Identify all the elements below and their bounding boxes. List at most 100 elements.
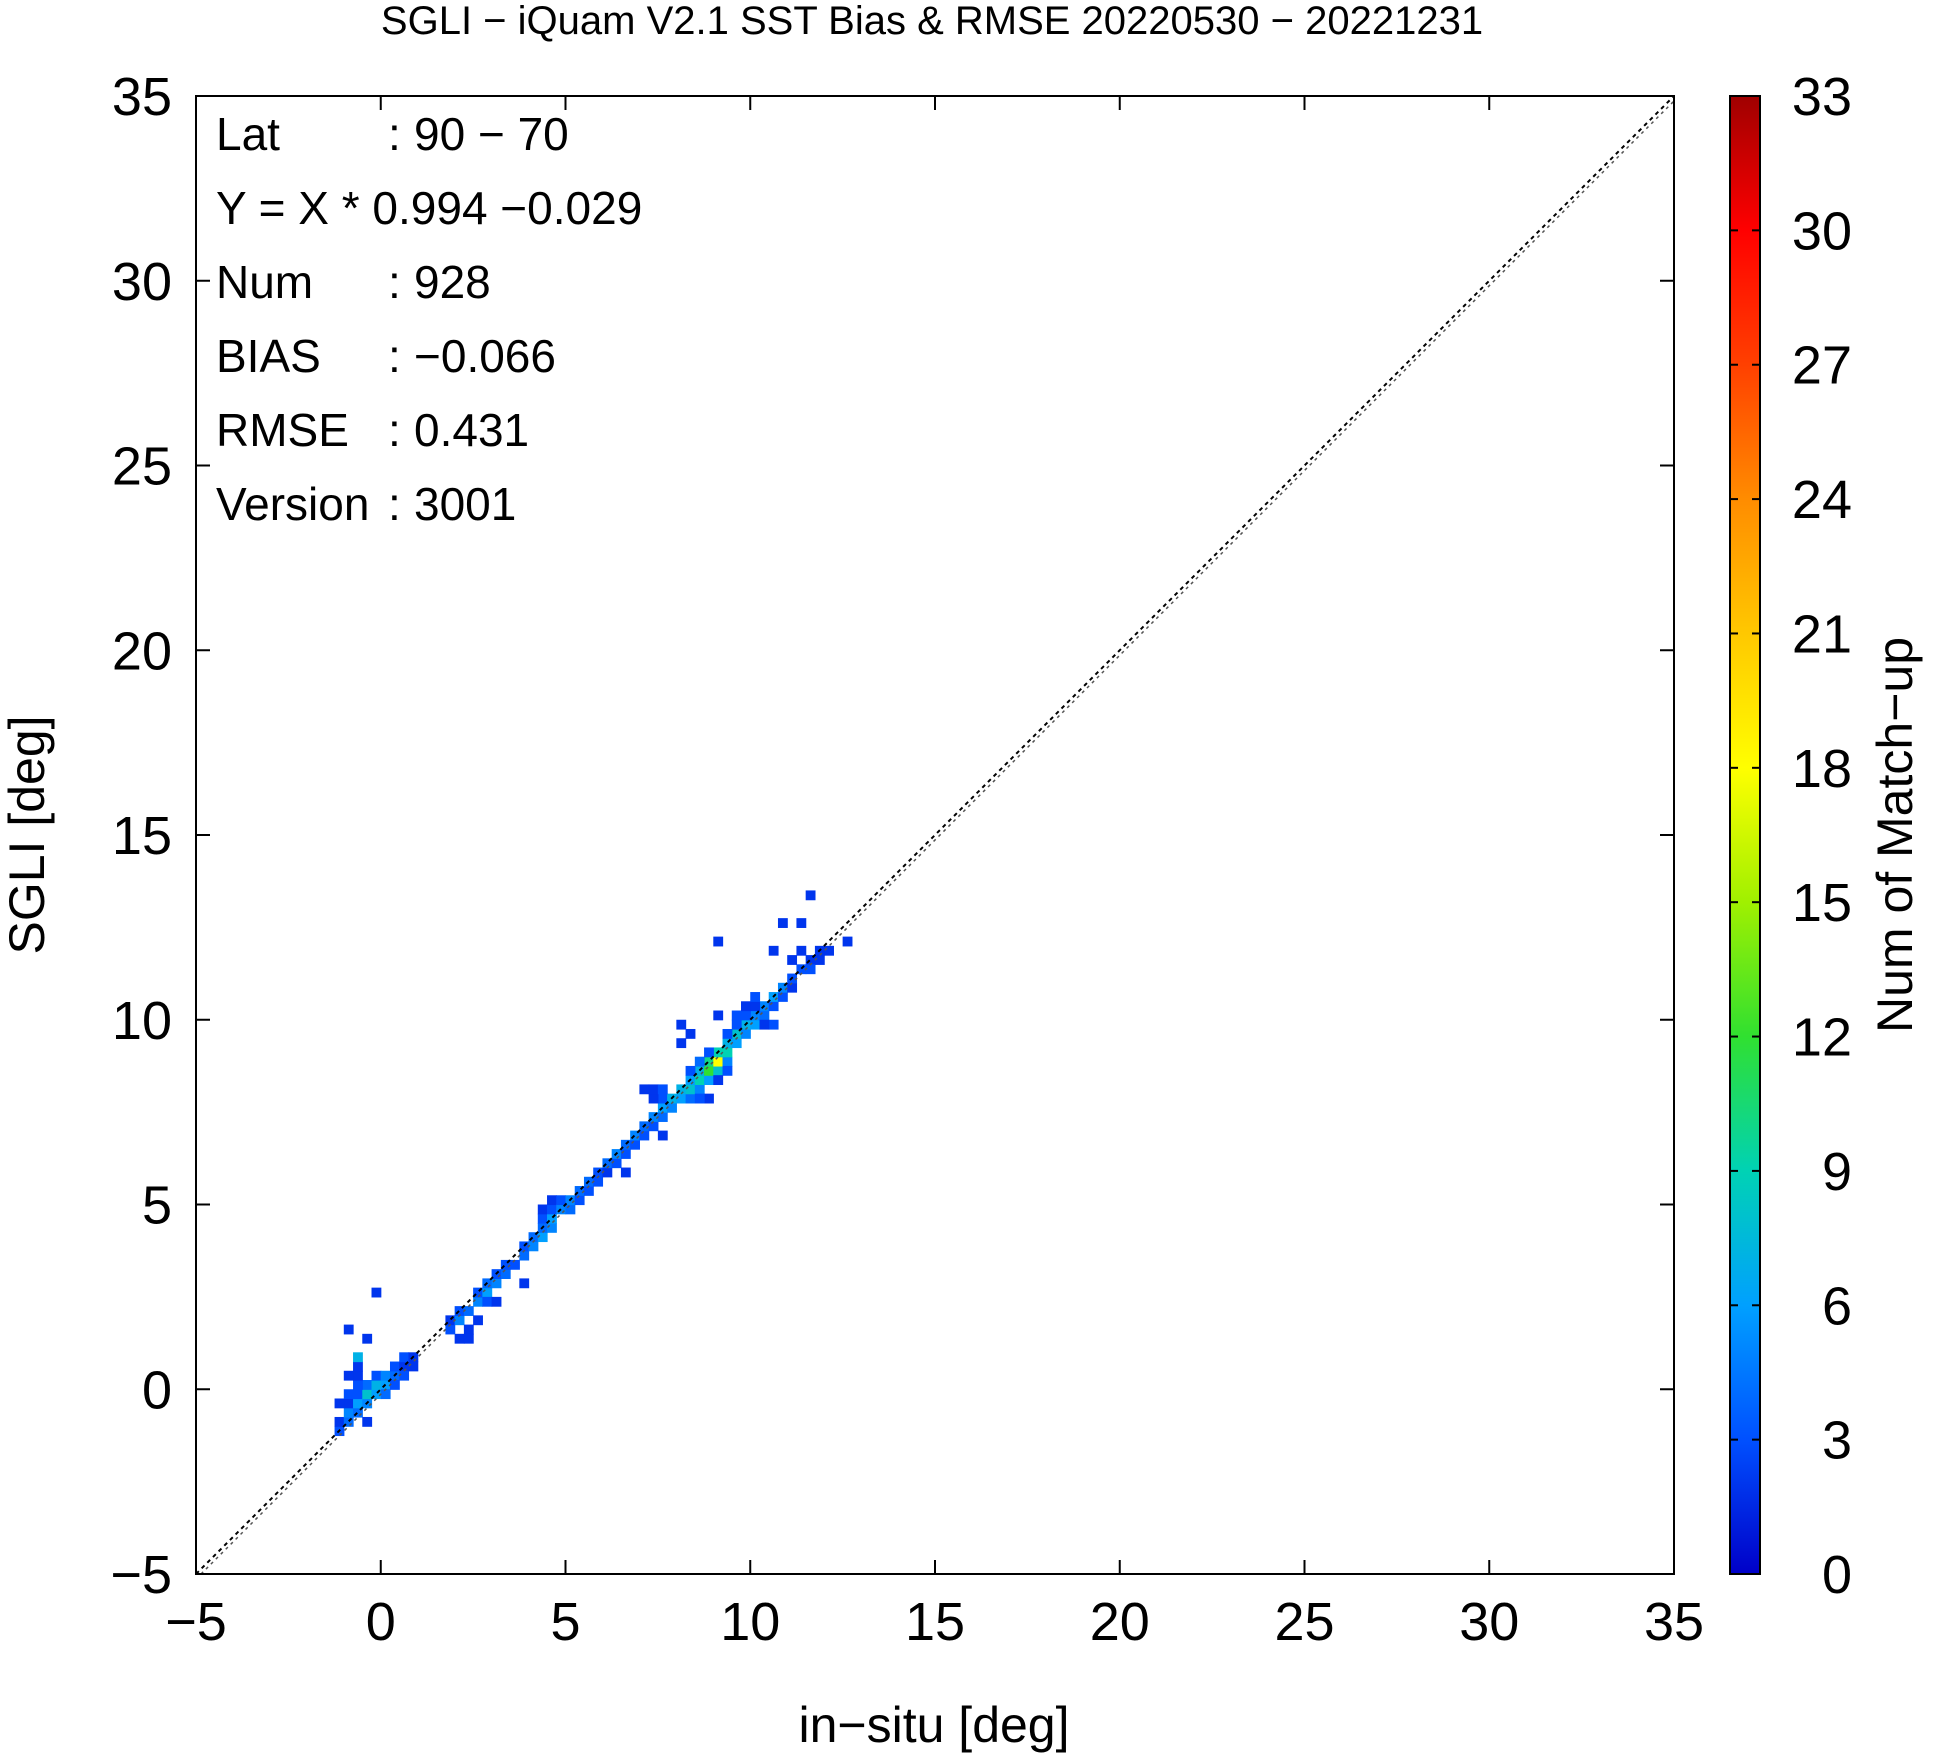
heatmap-cell (722, 1056, 733, 1067)
colorbar-gradient (1729, 95, 1761, 1575)
heatmap-cell (694, 1075, 705, 1086)
heatmap-cell (657, 1093, 668, 1104)
heatmap-cell (731, 1010, 742, 1021)
heatmap-cell (722, 1047, 733, 1058)
heatmap-cell (630, 1139, 640, 1150)
heatmap-cell (694, 1093, 705, 1104)
stats-separator: : (388, 108, 401, 160)
heatmap-cell (750, 1019, 761, 1030)
heatmap-cell (547, 1204, 557, 1215)
y-tick-label: 35 (112, 67, 172, 127)
heatmap-cell (759, 1010, 770, 1021)
heatmap-cell (768, 945, 779, 956)
heatmap-cell (713, 1056, 724, 1067)
y-tick-label: 30 (112, 252, 172, 312)
x-tick-label: 5 (550, 1592, 580, 1652)
heatmap-cell (602, 1167, 613, 1178)
heatmap-cell (722, 1065, 733, 1076)
y-tick-label: −5 (110, 1545, 172, 1605)
heatmap-cell (556, 1195, 567, 1206)
heatmap-cell (547, 1195, 557, 1206)
colorbar-tick-label: 18 (1792, 739, 1852, 799)
x-tick-label: 20 (1090, 1592, 1150, 1652)
heatmap-cell (454, 1315, 465, 1326)
heatmap-cell (722, 1038, 733, 1049)
heatmap-cell (537, 1232, 548, 1243)
y-tick-label: 15 (112, 806, 172, 866)
heatmap-cell (842, 936, 853, 947)
heatmap-cell (657, 1084, 668, 1095)
heatmap-cell (593, 1176, 604, 1187)
heatmap-cell (768, 1001, 779, 1012)
stats-value: −0.066 (414, 330, 556, 382)
heatmap-cell (694, 1056, 705, 1067)
stats-key: Version (216, 478, 369, 530)
x-tick-label: −5 (165, 1592, 227, 1652)
stats-value: 90 − 70 (414, 108, 569, 160)
heatmap-cell (796, 945, 807, 956)
heatmap-cell (353, 1389, 363, 1400)
x-tick-label: 25 (1274, 1592, 1334, 1652)
heatmap-cell (519, 1241, 530, 1252)
colorbar-ticks: 0 3 6 9 12 15 18 21 24 27 30 33 (1730, 67, 1852, 1605)
colorbar-tick-label: 33 (1792, 67, 1852, 127)
heatmap-cell (574, 1186, 585, 1196)
heatmap-cell (343, 1370, 354, 1381)
colorbar-tick-label: 0 (1822, 1545, 1852, 1605)
heatmap-cell (657, 1130, 668, 1141)
heatmap-cell (648, 1112, 659, 1122)
heatmap-cell (731, 1028, 742, 1039)
heatmap-cell (648, 1121, 659, 1132)
colorbar-tick-label: 15 (1792, 873, 1852, 933)
heatmap-cell (408, 1361, 419, 1372)
heatmap-cell (454, 1333, 465, 1344)
heatmap-cell (343, 1407, 354, 1418)
heatmap-cell (343, 1324, 354, 1335)
plot-frame (195, 95, 1675, 1575)
colorbar-tick-label: 9 (1822, 1142, 1852, 1202)
y-tick-label: 10 (112, 991, 172, 1051)
x-tick-label: 15 (905, 1592, 965, 1652)
y-tick-label: 0 (142, 1360, 172, 1420)
heatmap-cell (713, 936, 724, 947)
heatmap-cell (639, 1084, 650, 1095)
heatmap-cell (389, 1361, 400, 1372)
heatmap-cell (805, 964, 816, 975)
heatmap-cell (519, 1278, 530, 1289)
heatmap-cell (482, 1296, 493, 1307)
x-tick-label: 10 (720, 1592, 780, 1652)
heatmap-cell (814, 955, 825, 965)
heatmap-cell (777, 918, 788, 928)
heatmap-cell (463, 1324, 474, 1335)
heatmap-cell (685, 1065, 696, 1076)
heatmap-cell (722, 1028, 733, 1039)
heatmap-cell (777, 992, 788, 1002)
x-tick-label: 30 (1459, 1592, 1519, 1652)
heatmap-cell (399, 1370, 410, 1381)
plot-area: −5 0 5 10 15 20 25 30 35 −5 0 5 10 15 20 25 30 35 (110, 67, 1704, 1652)
heatmap-cell (556, 1204, 567, 1215)
heatmap-cell (362, 1416, 373, 1427)
heatmap-cell (639, 1130, 650, 1141)
heatmap-cell (371, 1287, 382, 1298)
heatmap-cell (630, 1130, 640, 1141)
heatmap-cell (768, 1019, 779, 1030)
heatmap-cell (389, 1380, 400, 1390)
heatmap-cell (380, 1370, 391, 1381)
heatmap-cell (528, 1241, 539, 1252)
heatmap-cell (667, 1102, 677, 1113)
heatmap-cell (796, 964, 807, 975)
heatmap-cell (694, 1084, 705, 1095)
stats-separator: : (388, 404, 401, 456)
heatmap-cell (482, 1287, 493, 1298)
stats-key: BIAS (216, 330, 321, 382)
heatmap-cell (547, 1222, 557, 1233)
heatmap-cell (741, 1001, 751, 1012)
heatmap-cell (353, 1370, 363, 1381)
heatmap-cell (704, 1065, 714, 1076)
heatmap-cell (362, 1389, 373, 1400)
heatmap-cell (574, 1195, 585, 1206)
heatmap-cell (676, 1038, 687, 1049)
heatmap-cell (353, 1352, 363, 1363)
heatmap-cell (713, 1075, 724, 1086)
